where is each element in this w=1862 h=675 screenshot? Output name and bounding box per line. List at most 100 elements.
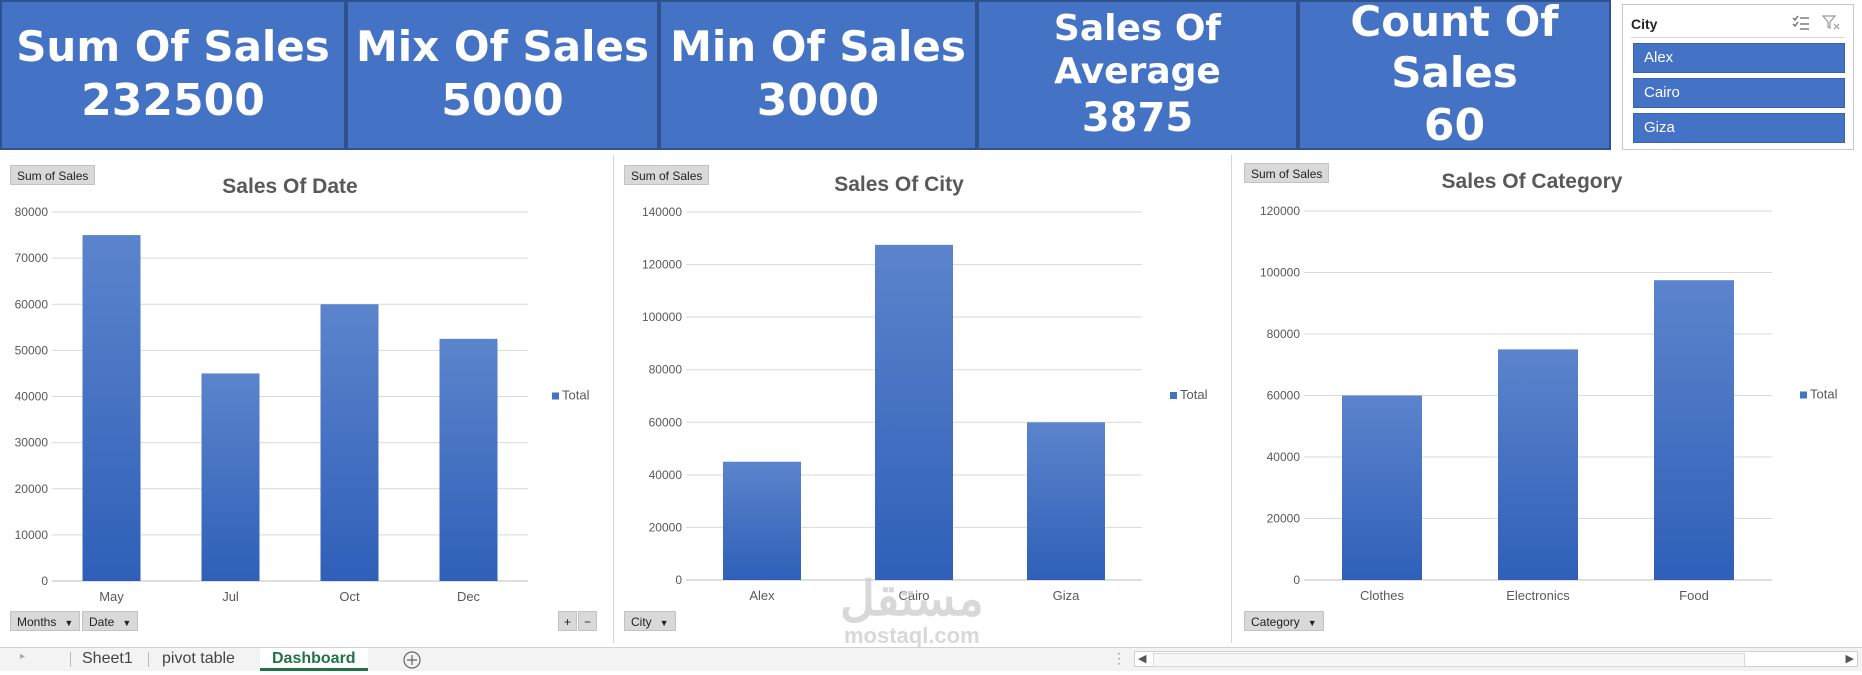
tab-separator (70, 652, 71, 667)
kpi-value: 60 (1423, 99, 1486, 151)
x-tick-label: Cairo (898, 588, 929, 603)
kpi-value: 5000 (441, 74, 564, 126)
axis-field-button-category[interactable]: Category ▼ (1244, 611, 1324, 631)
x-tick-label: Jul (222, 589, 239, 604)
value-field-button[interactable]: Sum of Sales (1244, 163, 1330, 183)
clear-filter-icon[interactable] (1821, 15, 1841, 33)
y-tick-label: 80000 (1267, 327, 1301, 341)
bar-electronics (1498, 349, 1578, 580)
dropdown-arrow-icon: ▼ (122, 618, 132, 628)
legend-label: Total (1810, 387, 1838, 402)
slicer-header: City (1631, 13, 1845, 38)
slicer-item-alex[interactable]: Alex (1633, 43, 1845, 73)
bar-chart-city: 0 20000 40000 60000 80000 100000 120000 140000 A… (642, 205, 1208, 603)
y-tick-label: 0 (1293, 573, 1300, 587)
y-tick-label: 0 (41, 574, 48, 588)
kpi-sum-of-sales: Sum Of Sales 232500 (0, 0, 346, 150)
value-field-button[interactable]: Sum of Sales (10, 165, 96, 185)
bar-jul (201, 373, 260, 581)
tab-dashboard[interactable]: Dashboard (260, 648, 368, 671)
expand-field-button[interactable]: + (558, 611, 578, 631)
panel-divider (1231, 155, 1232, 643)
bar-clothes (1342, 395, 1422, 580)
value-field-button[interactable]: Sum of Sales (624, 165, 710, 185)
kpi-mix-of-sales: Mix Of Sales 5000 (346, 0, 659, 150)
bar-alex (723, 461, 801, 580)
kpi-sales-of-average: Sales Of Average 3875 (977, 0, 1298, 150)
bar-oct (320, 304, 379, 581)
kpi-value: 3875 (1081, 95, 1194, 142)
kpi-title: Sales Of Average (1053, 7, 1222, 92)
y-tick-label: 40000 (15, 390, 49, 404)
y-tick-label: 20000 (1267, 512, 1301, 526)
button-label: Category (1251, 615, 1300, 629)
watermark-arabic: مستقل (840, 573, 984, 626)
bar-chart-category: 0 20000 40000 60000 80000 100000 120000 Clothes… (1260, 204, 1838, 603)
bar-dec (439, 338, 498, 581)
multi-select-icon[interactable] (1791, 15, 1811, 33)
dropdown-arrow-icon: ▼ (659, 618, 669, 628)
tab-pivot-table[interactable]: pivot table (162, 650, 235, 667)
button-label: Months (17, 615, 57, 629)
scrollbar-thumb[interactable] (1153, 653, 1745, 667)
city-slicer[interactable]: City Alex Cairo Giza (1622, 4, 1854, 150)
y-tick-label: 40000 (1267, 450, 1301, 464)
panel-divider (613, 155, 614, 643)
chart-title: Sales Of City (834, 173, 964, 196)
chart-title: Sales Of Category (1441, 170, 1623, 193)
axis-field-button-months[interactable]: Months ▼ (10, 611, 81, 631)
bar-food (1654, 280, 1734, 580)
kpi-title: Sum Of Sales (16, 22, 330, 72)
slicer-title: City (1631, 16, 1658, 32)
more-options-icon[interactable]: ⋮ (1112, 650, 1126, 666)
slicer-item-giza[interactable]: Giza (1633, 113, 1845, 143)
x-tick-label: May (99, 589, 124, 604)
bar-cairo (875, 244, 953, 580)
watermark-logo: مستقل mostaql.com (840, 575, 984, 647)
legend-label: Total (1180, 387, 1208, 402)
collapse-field-button[interactable]: − (578, 611, 598, 631)
scroll-right-icon[interactable]: ▶ (1845, 653, 1854, 665)
axis-field-button-date[interactable]: Date ▼ (82, 611, 139, 631)
bar-chart-date: 0 10000 20000 30000 40000 50000 60000 70000 8000… (15, 205, 590, 604)
kpi-value: 232500 (81, 74, 265, 126)
tab-separator (148, 652, 149, 667)
button-label: City (631, 615, 652, 629)
horizontal-scrollbar[interactable]: ◀ ▶ (1134, 651, 1858, 667)
y-tick-label: 40000 (649, 468, 683, 482)
kpi-min-of-sales: Min Of Sales 3000 (659, 0, 977, 150)
legend-label: Total (562, 388, 590, 403)
kpi-title: Min Of Sales (670, 22, 966, 72)
legend-marker (552, 392, 559, 400)
scroll-left-icon[interactable]: ◀ (1138, 653, 1147, 665)
x-tick-label: Giza (1053, 588, 1081, 603)
y-tick-label: 0 (675, 573, 682, 587)
x-tick-label: Clothes (1360, 588, 1405, 603)
x-tick-label: Electronics (1506, 588, 1570, 603)
chart-panel-city[interactable]: Sum of Sales Sales Of City 0 20000 40000 60… (614, 155, 1231, 643)
y-tick-label: 30000 (15, 436, 49, 450)
legend-marker (1170, 392, 1177, 399)
chart-title: Sales Of Date (222, 175, 358, 198)
y-tick-label: 50000 (15, 343, 49, 357)
y-tick-label: 20000 (649, 520, 683, 534)
kpi-value: 3000 (756, 74, 880, 126)
kpi-count-of-sales: Count Of Sales 60 (1298, 0, 1611, 151)
y-tick-label: 60000 (15, 297, 49, 311)
y-tick-label: 100000 (642, 310, 682, 324)
legend-marker (1800, 391, 1807, 399)
y-tick-label: 140000 (642, 205, 682, 219)
y-tick-label: 80000 (649, 363, 683, 377)
plus-circle-icon[interactable] (402, 650, 422, 675)
tab-sheet1[interactable]: Sheet1 (82, 650, 133, 667)
chart-panel-category[interactable]: Sum of Sales Sales Of Category 0 20000 400… (1232, 155, 1862, 643)
button-label: Date (89, 615, 115, 629)
bar-may (82, 235, 141, 581)
bar-giza (1027, 422, 1105, 580)
x-tick-label: Alex (749, 588, 775, 603)
y-tick-label: 60000 (1267, 389, 1301, 403)
chart-panel-date[interactable]: Sum of Sales Sales Of Date 0 10000 20000 30… (0, 155, 613, 643)
axis-field-button-city[interactable]: City ▼ (624, 611, 676, 631)
slicer-item-cairo[interactable]: Cairo (1633, 78, 1845, 108)
scroll-tabs-left-icon[interactable]: ▸ (20, 651, 26, 662)
